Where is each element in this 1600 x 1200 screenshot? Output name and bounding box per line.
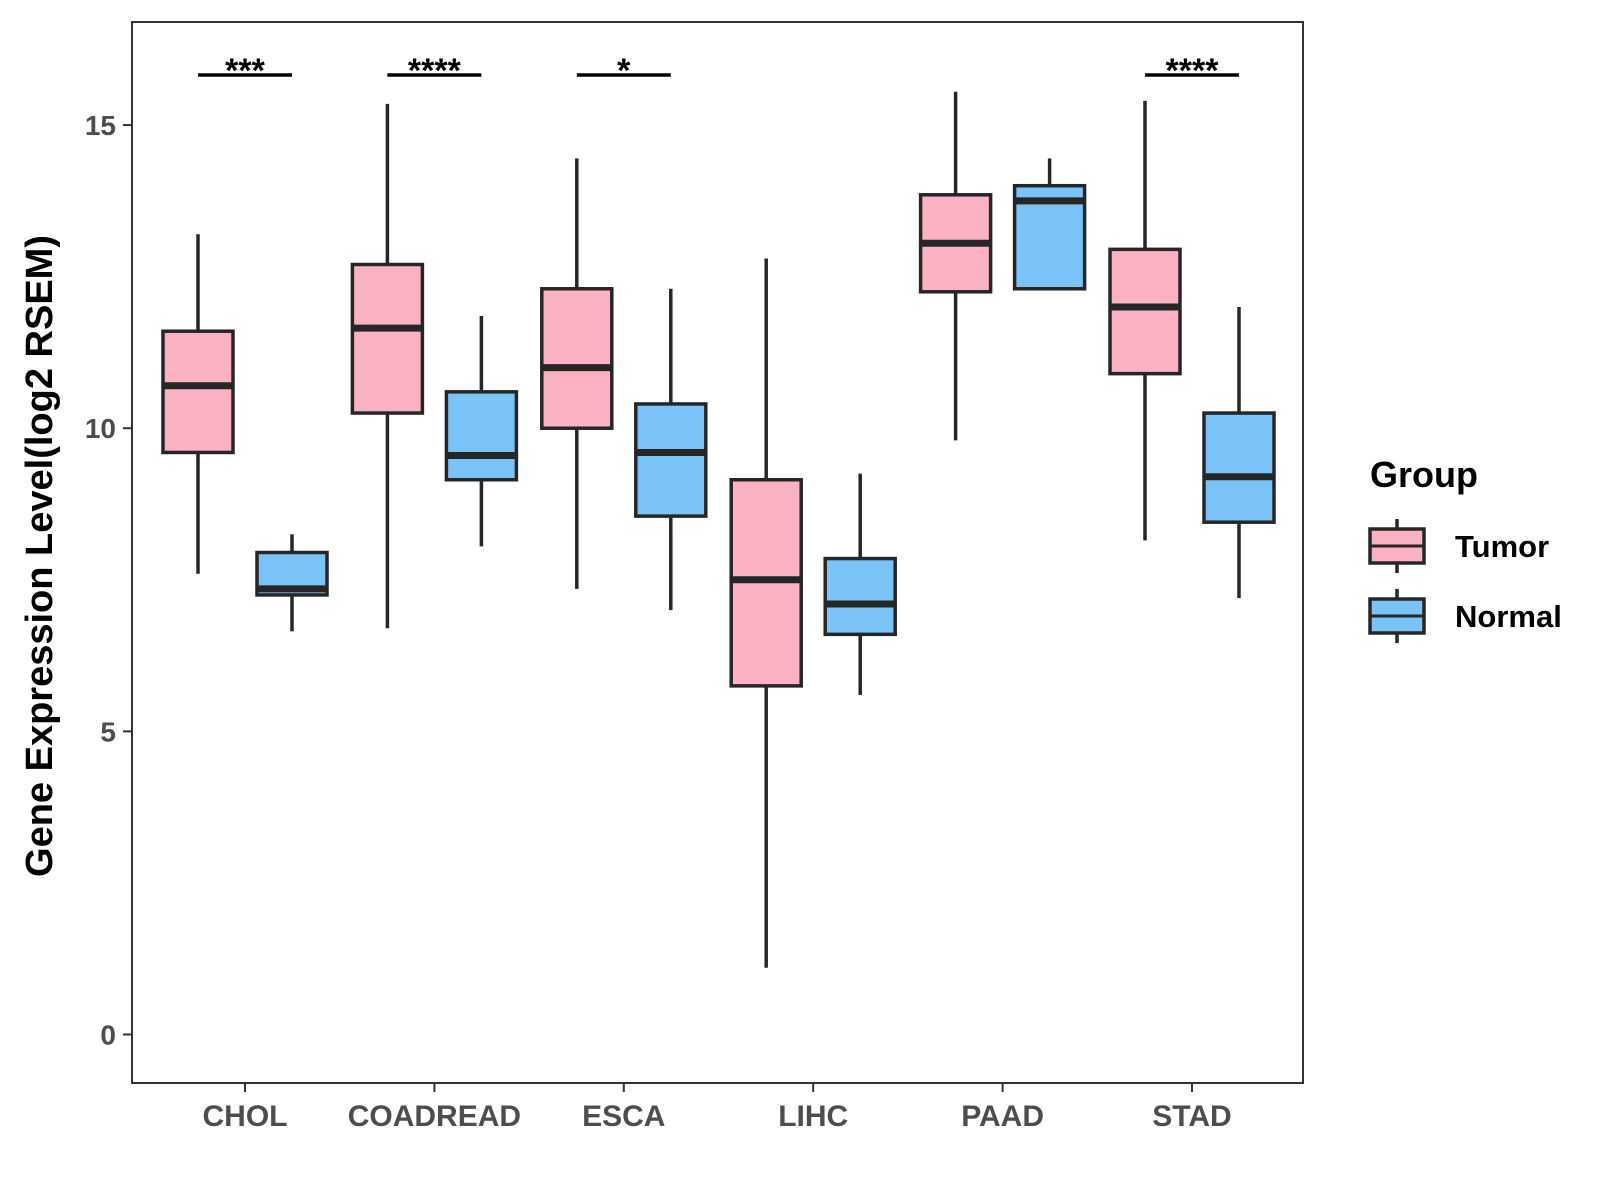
box-iqr <box>350 262 425 415</box>
box-normal-stad <box>1202 306 1276 598</box>
plot-panel-border <box>131 21 1304 1084</box>
box-iqr <box>634 402 708 518</box>
box-iqr <box>823 556 897 637</box>
box-iqr <box>444 390 519 482</box>
x-axis-tick-label: ESCA <box>582 1100 665 1133</box>
y-axis-tick-label: 15 <box>85 110 116 141</box>
significance-label: **** <box>408 52 462 90</box>
box-tumor-stad <box>1108 100 1182 541</box>
legend-title: Group <box>1370 454 1478 495</box>
box-tumor-esca <box>540 158 614 589</box>
box-normal-lihc <box>823 473 897 695</box>
box-iqr <box>161 329 235 455</box>
x-axis-tick-label: LIHC <box>778 1100 848 1133</box>
x-axis-tick-label: STAD <box>1152 1100 1231 1133</box>
significance-label: *** <box>225 52 265 90</box>
x-axis-tick-label: COADREAD <box>348 1100 521 1133</box>
box-normal-chol <box>255 534 329 632</box>
legend-label-normal: Normal <box>1455 599 1562 634</box>
y-axis-tick-label: 5 <box>100 716 116 747</box>
box-normal-esca <box>634 288 708 611</box>
box-tumor-coadread <box>350 103 425 629</box>
box-tumor-lihc <box>729 258 803 968</box>
box-iqr <box>540 287 614 430</box>
box-iqr <box>1108 247 1182 376</box>
significance-label: * <box>617 52 631 90</box>
box-iqr <box>1202 411 1276 524</box>
legend: Group Tumor Normal <box>1368 454 1562 643</box>
y-axis-title: Gene Expression Level(log2 RSEM) <box>19 235 61 877</box>
y-axis-tick-label: 0 <box>100 1019 116 1050</box>
x-axis-tick-label: PAAD <box>961 1100 1044 1133</box>
box-normal-coadread <box>444 316 519 547</box>
legend-label-tumor: Tumor <box>1455 529 1549 564</box>
box-normal-paad <box>1012 158 1087 291</box>
box-tumor-chol <box>161 234 235 574</box>
x-axis-tick-label: CHOL <box>203 1100 288 1133</box>
significance-label: **** <box>1166 52 1220 90</box>
box-tumor-paad <box>918 91 993 441</box>
y-axis-tick-label: 10 <box>85 413 116 444</box>
